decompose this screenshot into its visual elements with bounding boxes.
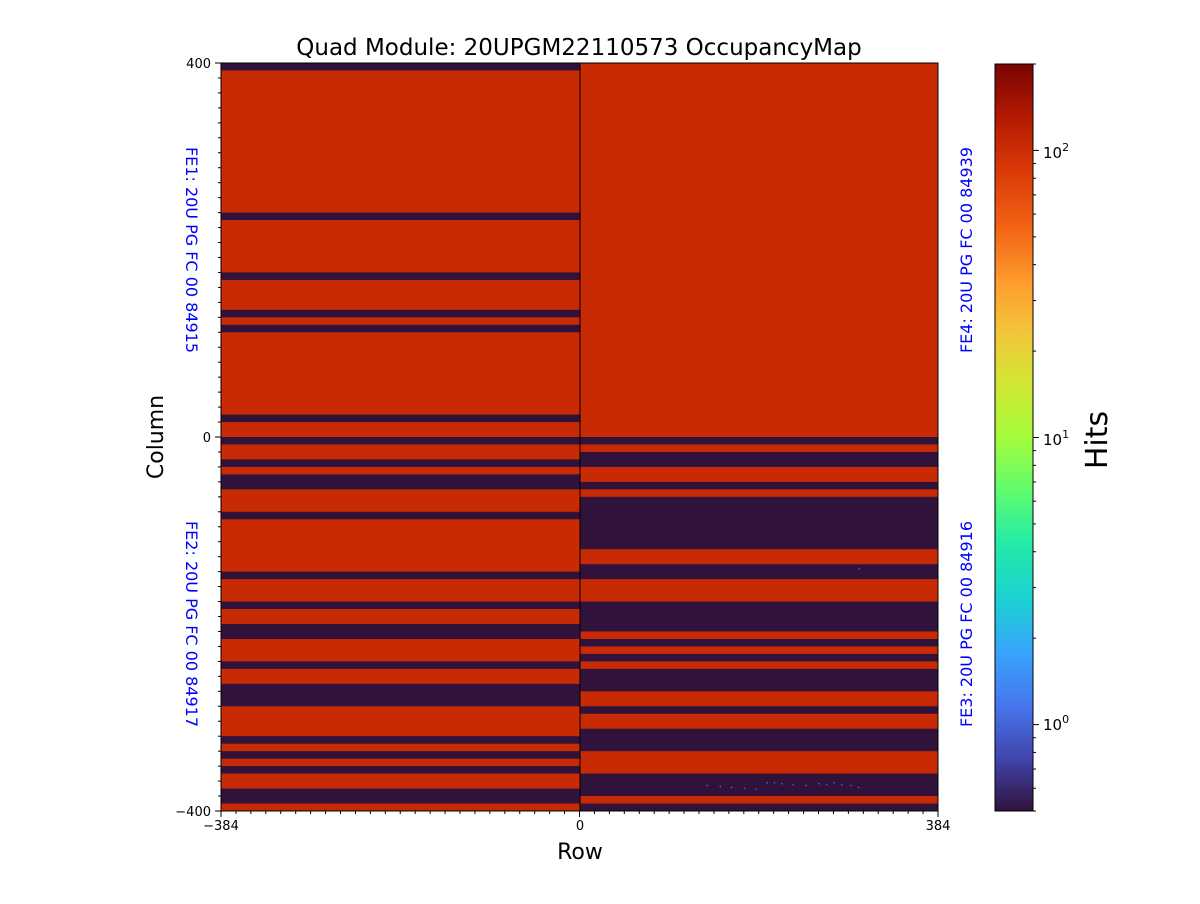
sparse-hit-point <box>773 782 776 784</box>
empty-column-band <box>221 766 580 774</box>
sparse-hit-point <box>840 783 843 786</box>
sparse-hit-point <box>719 785 722 788</box>
empty-column-band <box>221 309 580 318</box>
empty-column-band <box>221 624 580 639</box>
colorbar-tick-label: 100 <box>1043 713 1069 734</box>
empty-column-band <box>221 661 580 669</box>
empty-column-band <box>221 751 580 759</box>
chip-label-fe4: FE4: 20U PG FC 00 84939 <box>957 147 976 353</box>
empty-column-band <box>221 437 580 445</box>
empty-column-band <box>579 481 938 490</box>
empty-column-band <box>221 459 580 467</box>
empty-column-band <box>221 601 580 610</box>
sparse-hit-point <box>833 782 835 784</box>
y-tick-label: 0 <box>203 431 211 446</box>
chip-label-fe1: FE1: 20U PG FC 00 84915 <box>182 147 201 353</box>
x-axis-label: Row <box>557 840 603 865</box>
empty-column-band <box>579 728 938 752</box>
sparse-hit-point <box>730 786 733 789</box>
svg-text:100: 100 <box>1043 713 1069 734</box>
sparse-hit-point <box>743 787 746 790</box>
colorbar-ticks <box>1033 63 1039 812</box>
x-tick-label: −384 <box>203 819 239 834</box>
sparse-hit-point <box>792 783 794 786</box>
chart-title: Quad Module: 20UPGM22110573 OccupancyMap <box>296 35 861 61</box>
sparse-hit-point <box>706 784 708 787</box>
empty-column-band <box>221 736 580 744</box>
sparse-hits <box>706 567 861 791</box>
empty-column-band <box>221 324 580 333</box>
colorbar-tick-label: 101 <box>1043 428 1069 449</box>
x-tick-label: 384 <box>926 819 951 834</box>
empty-column-band <box>579 773 938 797</box>
sparse-hit-point <box>781 782 783 785</box>
empty-column-band <box>579 451 938 467</box>
empty-column-band <box>221 474 580 490</box>
empty-column-band <box>579 601 938 632</box>
empty-column-band <box>579 668 938 692</box>
colorbar <box>994 63 1034 812</box>
empty-column-band <box>579 638 938 647</box>
chip-region-fe4 <box>579 63 938 437</box>
empty-column-band <box>579 653 938 662</box>
empty-column-band <box>221 212 580 221</box>
empty-column-band <box>579 496 938 550</box>
empty-column-band <box>579 803 938 811</box>
axis-ticks <box>215 62 939 817</box>
colorbar-tick-label: 102 <box>1043 141 1069 162</box>
empty-column-band <box>579 437 938 445</box>
chip-region-fe1 <box>221 63 580 437</box>
empty-column-band <box>579 706 938 714</box>
empty-column-band <box>221 683 580 707</box>
sparse-hit-point <box>825 783 828 786</box>
sparse-hit-point <box>805 784 807 787</box>
colorbar-label: Hits <box>1080 411 1115 469</box>
empty-column-band <box>221 272 580 280</box>
empty-column-band <box>221 571 580 580</box>
x-tick-label: 0 <box>576 819 584 834</box>
empty-column-band <box>579 564 938 580</box>
heatmap-cells <box>221 63 938 811</box>
sparse-hit-point <box>850 784 852 787</box>
chip-label-fe3: FE3: 20U PG FC 00 84916 <box>957 521 976 727</box>
sparse-hit-point <box>857 786 860 789</box>
empty-column-band <box>221 63 580 71</box>
empty-column-band <box>221 414 580 423</box>
y-tick-label: 400 <box>186 57 211 72</box>
svg-text:102: 102 <box>1043 141 1069 162</box>
empty-column-band <box>221 511 580 520</box>
svg-text:101: 101 <box>1043 428 1069 449</box>
y-axis-label: Column <box>144 395 169 479</box>
sparse-hit-point <box>766 782 768 784</box>
sparse-hit-point <box>818 782 820 785</box>
empty-column-band <box>221 788 580 804</box>
sparse-hit-point <box>858 567 861 570</box>
chip-label-fe2: FE2: 20U PG FC 00 84917 <box>182 521 201 727</box>
sparse-hit-point <box>755 788 757 791</box>
y-tick-label: −400 <box>175 805 211 820</box>
